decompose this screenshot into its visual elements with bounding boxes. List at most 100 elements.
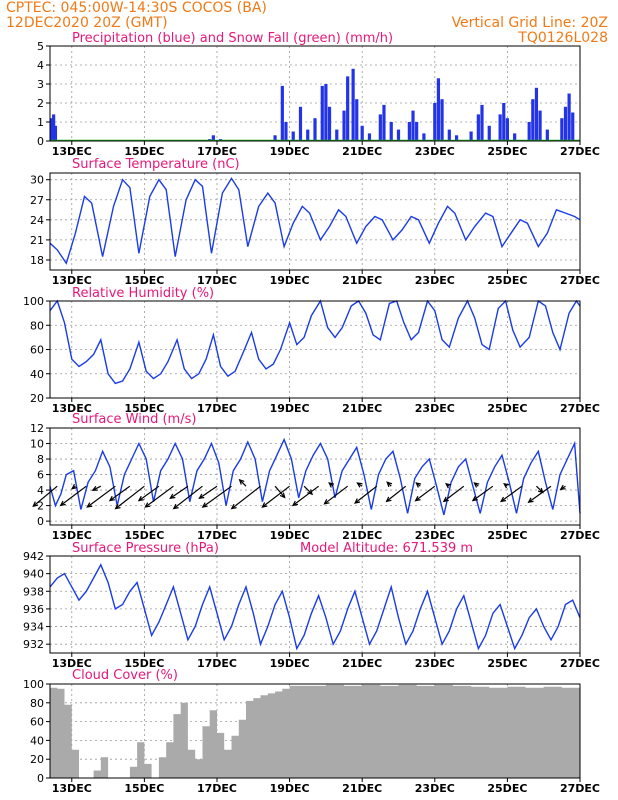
- precip-bar: [306, 129, 310, 141]
- precip-bar: [502, 103, 506, 141]
- precip-bar: [273, 135, 277, 141]
- precip-ytick-label: 4: [37, 59, 44, 72]
- humidity-xtick-label: 25DEC: [487, 402, 527, 415]
- precip-bar: [440, 99, 444, 141]
- wind-xtick-label: 19DEC: [270, 529, 310, 542]
- wind-vector-head: [71, 483, 78, 490]
- pressure-ytick-label: 938: [23, 585, 44, 598]
- cloud-xtick-label: 13DEC: [52, 782, 92, 795]
- precip-bar: [538, 110, 542, 141]
- wind-vector-head: [86, 502, 93, 508]
- pressure-xtick-label: 23DEC: [415, 657, 455, 670]
- temperature-xtick-label: 25DEC: [487, 274, 527, 287]
- wind-vector-head: [527, 497, 534, 503]
- wind-vector: [92, 485, 102, 491]
- wind-ytick-label: 0: [37, 515, 44, 528]
- precip-xtick-label: 13DEC: [52, 145, 92, 158]
- pressure-panel: 932 934 936 938 940 942 13DEC 15DEC 17DEC 19DEC 21…: [23, 550, 600, 670]
- precip-panel: 0 1 2 3 4 5 13DEC 15DEC 17DEC 19DEC 21DEC 23DEC 25DE…: [37, 40, 600, 158]
- humidity-ytick-label: 60: [30, 344, 44, 357]
- wind-vector-head: [356, 482, 363, 488]
- humidity-xtick-label: 13DEC: [52, 402, 92, 415]
- wind-vector-head: [444, 482, 452, 489]
- cloud-ytick-label: 80: [30, 697, 44, 710]
- wind-vector-head: [415, 482, 422, 488]
- cloud-ytick-label: 20: [30, 753, 44, 766]
- wind-xtick-label: 21DEC: [342, 529, 382, 542]
- pressure-ytick-label: 936: [23, 603, 44, 616]
- wind-vector-head: [385, 496, 392, 503]
- wind-vector: [354, 485, 378, 504]
- precip-bar: [513, 133, 517, 141]
- precip-bar: [291, 131, 295, 141]
- wind-vector-head: [414, 495, 421, 502]
- wind-vector-head: [354, 498, 361, 504]
- precip-bar: [422, 133, 426, 141]
- precip-bar: [454, 135, 459, 141]
- header-location: CPTEC: 045:00W-14:30S COCOS (BA): [6, 0, 267, 16]
- cloud-xtick-label: 23DEC: [415, 782, 455, 795]
- wind-vector: [202, 485, 232, 508]
- precip-bar: [346, 76, 350, 141]
- wind-ytick-label: 4: [37, 484, 44, 497]
- wind-vector-head: [137, 495, 144, 502]
- wind-vector-head: [323, 499, 330, 505]
- cloud-frame: [49, 683, 581, 779]
- cloud-ytick-label: 0: [37, 772, 44, 785]
- wind-vector: [231, 485, 261, 510]
- wind-vector-head: [91, 485, 98, 491]
- wind-line: [49, 437, 581, 516]
- temperature-xtick-label: 21DEC: [342, 274, 382, 287]
- precip-xtick-label: 25DEC: [487, 145, 527, 158]
- wind-xtick-label: 23DEC: [415, 529, 455, 542]
- precip-bar: [571, 112, 575, 141]
- wind-vector: [60, 485, 87, 506]
- humidity-line: [49, 299, 581, 385]
- pressure-ytick-label: 940: [23, 568, 44, 581]
- precip-bar: [53, 125, 58, 141]
- humidity-xtick-label: 23DEC: [415, 402, 455, 415]
- pressure-xtick-label: 25DEC: [487, 657, 527, 670]
- pressure-xtick-label: 27DEC: [560, 657, 600, 670]
- wind-vector-head: [114, 503, 121, 510]
- wind-vector-head: [59, 500, 66, 507]
- wind-xtick-label: 17DEC: [197, 529, 237, 542]
- wind-ytick-label: 8: [37, 453, 44, 466]
- precip-ytick-label: 5: [37, 40, 44, 53]
- precip-bar: [335, 129, 339, 141]
- temperature-ytick-label: 24: [30, 214, 44, 227]
- precip-bar: [313, 118, 317, 141]
- wind-vector-head: [108, 495, 115, 502]
- precip-bar: [433, 103, 437, 141]
- temperature-panel-title: Surface Temperature (nC): [72, 157, 240, 172]
- humidity-ytick-label: 20: [30, 392, 44, 405]
- wind-vector-head: [328, 482, 335, 488]
- precip-ytick-label: 0: [37, 135, 44, 148]
- humidity-xtick-label: 17DEC: [197, 402, 237, 415]
- wind-ytick-label: 2: [37, 500, 44, 513]
- pressure-ytick-label: 934: [23, 621, 44, 634]
- temperature-ytick-label: 18: [30, 254, 44, 267]
- wind-vector-head: [503, 482, 510, 489]
- precip-bar: [563, 106, 568, 141]
- wind-panel: 0 2 4 6 8 10 12 13DEC 15DEC 17DEC 19DEC 21DEC 23DEC 2…: [30, 422, 600, 542]
- wind-vector: [262, 485, 290, 508]
- cloud-xtick-label: 19DEC: [270, 782, 310, 795]
- temperature-xtick-label: 17DEC: [197, 274, 237, 287]
- cloud-xtick-label: 15DEC: [124, 782, 164, 795]
- humidity-xtick-label: 27DEC: [560, 402, 600, 415]
- wind-vector: [415, 485, 436, 502]
- wind-vector: [274, 485, 286, 498]
- wind-xtick-label: 13DEC: [52, 529, 92, 542]
- precip-bar: [298, 106, 303, 141]
- precip-bar: [211, 135, 215, 141]
- precip-bar: [407, 122, 411, 141]
- precip-bar: [50, 118, 54, 141]
- pressure-frame: [49, 555, 581, 654]
- wind-vector: [386, 485, 407, 502]
- precip-bar: [487, 125, 491, 141]
- precip-bar: [367, 133, 372, 141]
- pressure-xtick-label: 19DEC: [270, 657, 310, 670]
- precip-bar: [505, 118, 509, 141]
